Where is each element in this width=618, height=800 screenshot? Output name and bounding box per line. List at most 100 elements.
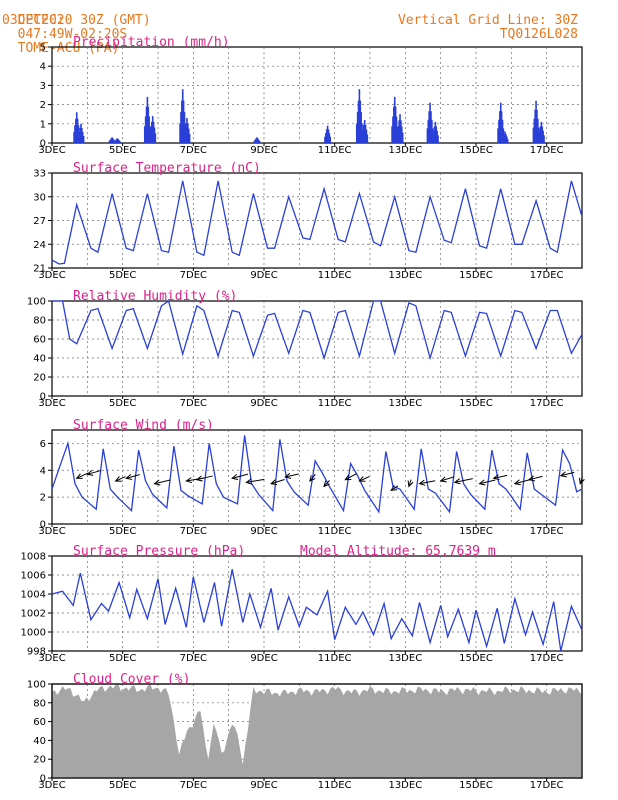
precip-bar [110, 138, 112, 143]
x-tick-label: 13DEC [388, 398, 422, 409]
precip-bar [541, 126, 544, 143]
y-tick-label: 60 [33, 335, 46, 346]
precip-bar [180, 112, 182, 143]
wind-arrowhead [270, 479, 278, 486]
precip-bar [539, 126, 542, 143]
wind-vector [87, 470, 101, 475]
x-tick-label: 15DEC [459, 398, 493, 409]
x-tick-label: 13DEC [388, 780, 422, 791]
x-tick-label: 5DEC [109, 653, 136, 664]
wind-arrowhead [559, 471, 567, 478]
precip-bar [148, 116, 150, 143]
precip-bar [497, 128, 499, 143]
precip-bar [363, 124, 365, 143]
panel-title: Cloud Cover (%) [73, 672, 190, 687]
precip-bar [355, 123, 358, 143]
precip-bar [256, 137, 258, 143]
precip-bar [392, 116, 394, 143]
y-tick-label: 60 [33, 717, 46, 728]
wind-arrowhead [86, 470, 94, 476]
y-tick-label: 33 [33, 169, 46, 180]
precip-bar [109, 139, 112, 143]
wind-vector [246, 478, 265, 483]
precip-bar [153, 127, 156, 143]
y-tick-label: 1008 [21, 552, 46, 563]
y-tick-label: 80 [33, 698, 46, 709]
y-tick-label: 6 [40, 439, 46, 450]
precip-bar [150, 127, 152, 143]
precip-bar [154, 133, 157, 143]
wind-arrowhead [231, 474, 239, 480]
precip-bar [393, 106, 395, 143]
coords-label: 047:49W-02:20S [17, 27, 128, 42]
precip-bar [325, 133, 327, 143]
wind-arrowhead [390, 485, 398, 492]
precip-bar [394, 106, 397, 143]
x-tick-label: 9DEC [250, 398, 277, 409]
wind-vector [479, 479, 496, 485]
panel-pressure: 998 1000 1002 1004 1006 1008 3DEC 5DEC 7DEC 9DEC 1… [21, 544, 583, 664]
precip-bar [366, 134, 369, 143]
x-tick-label: 11DEC [318, 270, 352, 281]
y-tick-label: 4 [40, 466, 46, 477]
wind-series-line [51, 435, 583, 514]
wind-vector [419, 480, 436, 485]
precip-bar [255, 138, 257, 143]
panel-frame [51, 683, 583, 779]
x-tick-label: 7DEC [180, 526, 207, 537]
precip-bar [185, 123, 187, 143]
precip-bar [536, 109, 538, 143]
precip-bar [499, 102, 502, 143]
y-tick-label: 1006 [21, 571, 46, 582]
x-tick-label: 11DEC [318, 398, 352, 409]
panel-temp: 21 24 27 30 33 3DEC 5DEC 7DEC 9DEC 11DEC 13DEC 15DE… [33, 161, 583, 281]
precip-bar [187, 123, 189, 143]
precip-bar [75, 118, 77, 143]
y-tick-label: 0 [40, 139, 46, 150]
y-tick-label: 40 [33, 354, 46, 365]
precip-bar [116, 138, 119, 143]
y-tick-label: 80 [33, 316, 46, 327]
x-tick-label: 15DEC [459, 270, 493, 281]
y-tick-label: 1002 [21, 609, 46, 620]
wind-vector [390, 485, 399, 491]
panel-precip: 0 1 2 3 4 5 3DEC 5DEC 7DEC 9DEC 11DEC 13DEC 15DEC 17D… [38, 35, 583, 156]
x-tick-label: 9DEC [250, 145, 277, 156]
precip-bar [498, 119, 500, 143]
temp-series-line [51, 180, 583, 265]
panel-title: Surface Temperature (nC) [73, 161, 261, 176]
y-tick-label: 100 [27, 680, 46, 691]
precip-bar [119, 141, 121, 143]
x-tick-label: 3DEC [38, 270, 65, 281]
precip-bar [427, 119, 430, 143]
precip-bar [505, 133, 507, 143]
wind-arrowhead [195, 475, 203, 482]
precip-bar [144, 116, 147, 143]
panel-frame [51, 46, 583, 144]
x-tick-label: 13DEC [388, 270, 422, 281]
precip-bar [183, 112, 186, 143]
wind-arrowhead [492, 474, 500, 481]
precip-bar [184, 128, 187, 143]
wind-arrowhead [418, 479, 426, 486]
precip-bar [396, 132, 399, 143]
y-tick-label: 21 [33, 264, 46, 275]
precip-bar [257, 138, 259, 143]
wind-arrowhead [185, 477, 193, 484]
precip-bar [77, 136, 80, 143]
precip-bar [433, 126, 436, 143]
precip-bar [253, 140, 256, 143]
precip-bar [326, 125, 329, 143]
x-tick-label: 3DEC [38, 526, 65, 537]
precip-bar [501, 138, 504, 143]
precip-bar [505, 136, 508, 143]
precip-bar [145, 106, 148, 143]
x-tick-label: 17DEC [530, 398, 564, 409]
panel-frame [51, 555, 583, 652]
x-tick-label: 11DEC [318, 526, 352, 537]
x-tick-label: 13DEC [388, 653, 422, 664]
wind-vector [126, 474, 140, 479]
precip-bar [258, 140, 261, 143]
panel-frame [51, 300, 583, 397]
x-tick-label: 11DEC [318, 780, 352, 791]
